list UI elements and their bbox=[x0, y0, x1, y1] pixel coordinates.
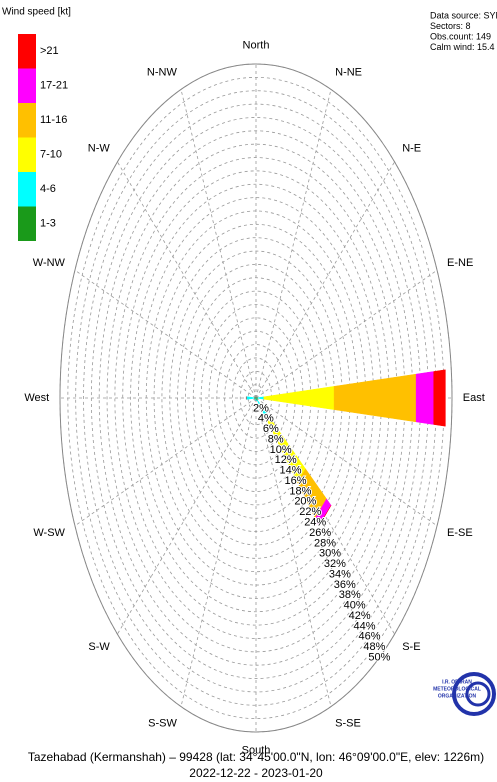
direction-label: West bbox=[24, 392, 49, 404]
legend-swatch bbox=[18, 34, 36, 69]
petal-segment bbox=[415, 371, 434, 425]
petal-segment bbox=[257, 396, 265, 400]
info-note: Data source: SYNOP bbox=[430, 10, 497, 20]
outer-ring bbox=[59, 63, 453, 733]
logo: I.R. OF IRAN METEOROLOGICAL ORGANIZATION bbox=[433, 672, 496, 716]
legend-label: 1-3 bbox=[40, 217, 56, 229]
petal-segment bbox=[253, 397, 257, 399]
direction-label: N-W bbox=[88, 143, 111, 155]
chart-title: Tazehabad (Kermanshah) – 99428 (lat: 34°… bbox=[28, 750, 484, 764]
logo-text: METEOROLOGICAL bbox=[433, 686, 481, 692]
ring-label: 26% bbox=[309, 527, 331, 539]
spoke bbox=[255, 397, 332, 707]
ring-label: 34% bbox=[329, 568, 351, 580]
legend-swatch bbox=[18, 137, 36, 172]
info-note: Calm wind: 15.4 % bbox=[430, 42, 497, 52]
info-note: Sectors: 8 bbox=[430, 21, 471, 31]
logo-text: I.R. OF IRAN bbox=[442, 679, 472, 685]
direction-label: E-NE bbox=[447, 257, 473, 269]
legend-swatch bbox=[18, 172, 36, 207]
ring-label: 14% bbox=[280, 465, 302, 477]
petal-segment bbox=[245, 396, 255, 400]
spoke bbox=[255, 269, 438, 399]
legend-swatch bbox=[18, 206, 36, 241]
ring-label: 30% bbox=[319, 548, 341, 560]
direction-label: S-W bbox=[88, 641, 110, 653]
legend-label: 4-6 bbox=[40, 183, 56, 195]
info-note: Obs.count: 149 bbox=[430, 31, 491, 41]
logo-ring bbox=[465, 681, 491, 707]
petal-segment bbox=[333, 373, 417, 423]
ring-label: 28% bbox=[314, 537, 336, 549]
spoke bbox=[180, 89, 257, 399]
direction-label: N-E bbox=[402, 143, 421, 155]
direction-label: S-SE bbox=[335, 717, 361, 729]
direction-label: E-SE bbox=[447, 527, 473, 539]
ring-label: 22% bbox=[299, 506, 321, 518]
ring-label: 18% bbox=[289, 485, 311, 497]
petal-segment bbox=[318, 505, 332, 527]
ring-label: 38% bbox=[339, 589, 361, 601]
ring-label: 46% bbox=[358, 631, 380, 643]
spoke bbox=[117, 397, 257, 635]
ring-label: 50% bbox=[368, 651, 390, 663]
direction-label: East bbox=[463, 392, 485, 404]
ring-label: 10% bbox=[270, 444, 292, 456]
spoke bbox=[255, 89, 332, 399]
ring-label: 20% bbox=[294, 496, 316, 508]
direction-label: S-SW bbox=[148, 717, 177, 729]
ring-label: 44% bbox=[354, 620, 376, 632]
legend-label: >21 bbox=[40, 45, 59, 57]
legend-label: 17-21 bbox=[40, 79, 68, 91]
petal-segment bbox=[433, 369, 446, 427]
spoke bbox=[255, 161, 395, 399]
spoke bbox=[255, 397, 438, 527]
ring-label: 8% bbox=[268, 433, 284, 445]
ring-label: 48% bbox=[363, 641, 385, 653]
petals bbox=[245, 369, 446, 527]
direction-label: S-E bbox=[402, 641, 420, 653]
ring-label: 36% bbox=[334, 579, 356, 591]
spoke bbox=[74, 397, 257, 527]
petal-segment bbox=[263, 386, 335, 410]
ring-label: 16% bbox=[284, 475, 306, 487]
ring-label: 24% bbox=[304, 516, 326, 528]
spoke bbox=[117, 161, 257, 399]
ring-label: 12% bbox=[275, 454, 297, 466]
direction-label: N-NW bbox=[147, 66, 178, 78]
direction-label: North bbox=[243, 40, 270, 52]
legend-label: 7-10 bbox=[40, 148, 62, 160]
legend-swatch bbox=[18, 68, 36, 103]
ring-label: 32% bbox=[324, 558, 346, 570]
direction-label: W-NW bbox=[33, 257, 66, 269]
legend-swatch bbox=[18, 103, 36, 138]
spoke bbox=[255, 397, 395, 635]
ring-label: 4% bbox=[258, 413, 274, 425]
legend-title: Wind speed [kt] bbox=[2, 7, 71, 18]
ring-label: 6% bbox=[263, 423, 279, 435]
ring-label: 42% bbox=[349, 610, 371, 622]
logo-text: ORGANIZATION bbox=[438, 693, 477, 699]
direction-label: South bbox=[242, 744, 271, 756]
ring-label: 2% bbox=[253, 402, 269, 414]
direction-label: W-SW bbox=[33, 527, 65, 539]
chart-subtitle: 2022-12-22 - 2023-01-20 bbox=[189, 766, 323, 780]
direction-label: N-NE bbox=[335, 66, 362, 78]
spoke bbox=[74, 269, 257, 399]
ring-label: 40% bbox=[344, 600, 366, 612]
logo-ring bbox=[452, 672, 496, 716]
legend-label: 11-16 bbox=[40, 114, 67, 126]
spoke bbox=[180, 397, 257, 707]
